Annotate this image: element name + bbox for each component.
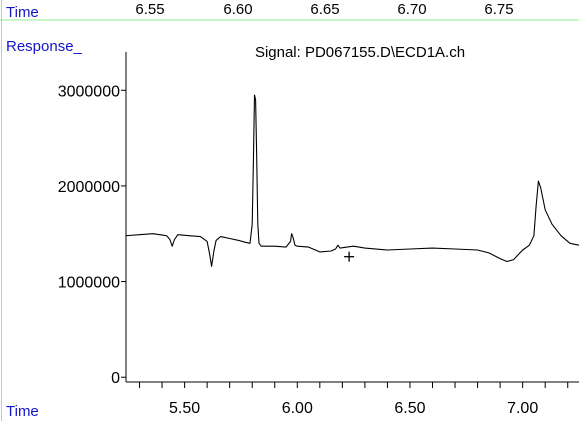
top-tick-label: 6.70 — [397, 1, 426, 18]
chart-title: Signal: PD067155.D\ECD1A.ch — [255, 44, 465, 61]
top-tick-label: 6.65 — [310, 1, 339, 18]
x-tick-label: 6.50 — [394, 400, 425, 417]
y-tick-label: 2000000 — [58, 179, 120, 196]
x-tick-label: 6.00 — [282, 400, 313, 417]
top-tick-label: 6.55 — [135, 1, 164, 18]
x-axis-ticks: 5.50 6.00 6.50 7.00 — [139, 382, 569, 417]
top-tick-label: 6.75 — [484, 1, 513, 18]
footer-time-label: Time — [6, 403, 39, 420]
signal-trace-line — [125, 94, 579, 267]
header-time-label: Time — [6, 4, 39, 21]
response-label: Response_ — [6, 38, 83, 55]
top-tick-label: 6.60 — [223, 1, 252, 18]
x-tick-label: 7.00 — [507, 400, 538, 417]
y-tick-label: 3000000 — [58, 83, 120, 100]
x-tick-label: 5.50 — [169, 400, 200, 417]
y-axis-ticks: 0 1000000 2000000 3000000 — [58, 83, 126, 387]
y-tick-label: 1000000 — [58, 275, 120, 292]
cursor-marker — [344, 251, 355, 262]
y-tick-label: 0 — [111, 370, 120, 387]
